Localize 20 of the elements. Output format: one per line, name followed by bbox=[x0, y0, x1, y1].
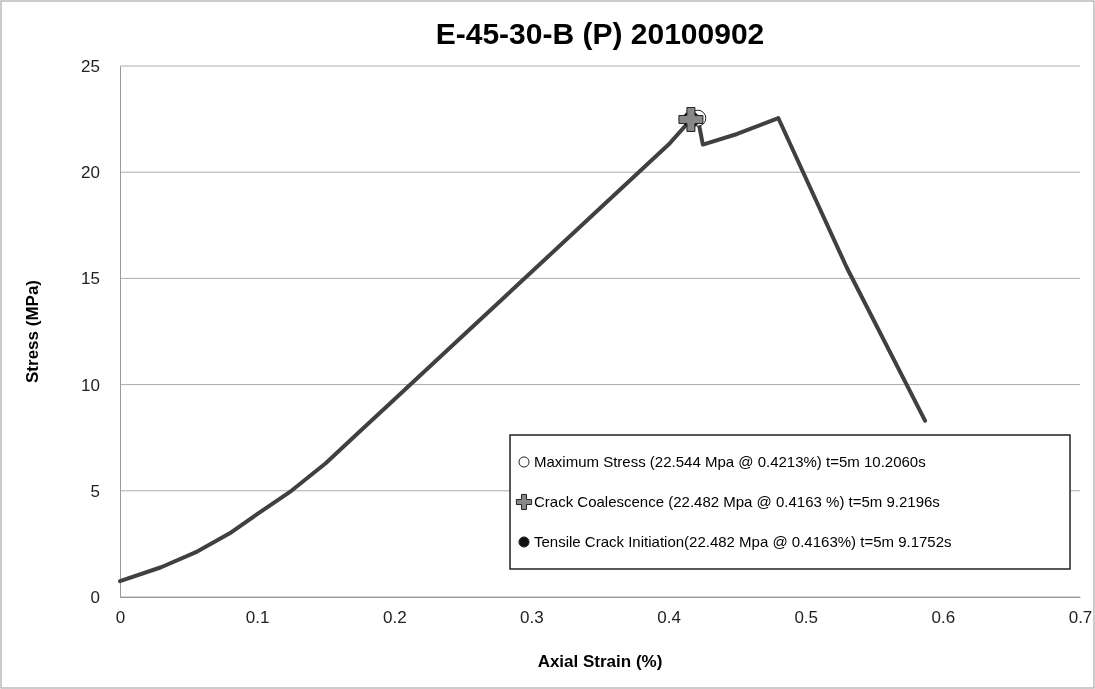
y-tick-label: 0 bbox=[90, 587, 100, 607]
x-tick-label: 0.6 bbox=[931, 608, 956, 628]
legend-label: Tensile Crack Initiation(22.482 Mpa @ 0.4163%) t=5m 9.1752s bbox=[534, 533, 952, 550]
y-tick-label: 25 bbox=[81, 56, 100, 76]
x-tick-label: 0.2 bbox=[382, 608, 407, 628]
y-axis-title: Stress (MPa) bbox=[23, 280, 42, 383]
y-tick-label: 15 bbox=[81, 269, 100, 289]
chart-title: E-45-30-B (P) 20100902 bbox=[435, 17, 765, 50]
x-tick-label: 0.5 bbox=[794, 608, 819, 628]
x-axis-title: Axial Strain (%) bbox=[537, 652, 663, 671]
x-tick-label: 0.4 bbox=[657, 608, 681, 628]
x-tick-label: 0.3 bbox=[520, 608, 544, 628]
legend-label: Crack Coalescence (22.482 Mpa @ 0.4163 %) t=5m 9.2196s bbox=[534, 493, 940, 510]
x-tick-label: 0.7 bbox=[1068, 608, 1093, 628]
x-tick-label: 0 bbox=[115, 608, 126, 628]
y-tick-label: 20 bbox=[81, 163, 100, 183]
legend-label: Maximum Stress (22.544 Mpa @ 0.4213%) t=5m 10.2060s bbox=[534, 453, 926, 470]
x-tick-label: 0.1 bbox=[245, 608, 270, 628]
y-tick-label: 10 bbox=[81, 375, 100, 395]
y-tick-label: 5 bbox=[90, 481, 100, 501]
